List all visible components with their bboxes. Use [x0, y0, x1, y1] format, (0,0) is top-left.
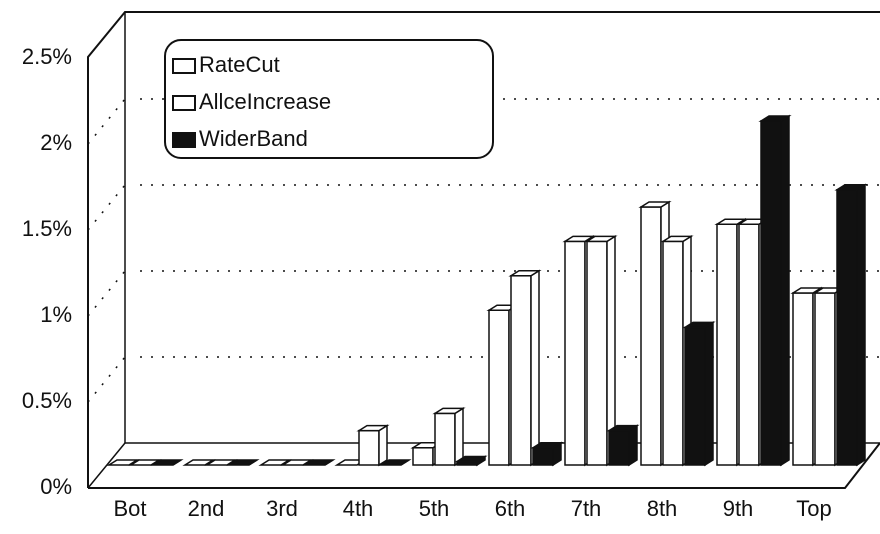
- bar-side: [378, 424, 388, 467]
- bar-top: [834, 184, 868, 191]
- bar-top: [638, 201, 672, 208]
- bar-side: [454, 407, 464, 467]
- bar-side: [780, 114, 790, 467]
- bar-front: [738, 223, 760, 466]
- bar-top: [682, 321, 716, 329]
- grid-line-side: [87, 356, 126, 403]
- bar-top: [432, 407, 466, 415]
- bar-top: [660, 235, 694, 243]
- x-tick-label: 5th: [419, 496, 450, 521]
- bar-top: [106, 459, 140, 466]
- legend-label: WiderBand: [199, 126, 308, 151]
- grid-line-side: [87, 184, 126, 231]
- bar-front: [532, 447, 554, 466]
- bar-front: [792, 292, 814, 466]
- x-tick-label: Bot: [113, 496, 146, 521]
- legend-label: RateCut: [199, 52, 280, 77]
- bar-top: [530, 442, 564, 449]
- x-tick-label: 3rd: [266, 496, 298, 521]
- y-tick-label: 1%: [40, 302, 72, 327]
- bar-front: [684, 326, 706, 466]
- bar-front: [510, 275, 532, 466]
- bar-front: [586, 240, 608, 466]
- bar-top: [356, 424, 390, 432]
- bar-top: [226, 459, 260, 466]
- bar-front: [488, 309, 510, 466]
- bar-top: [562, 235, 596, 243]
- x-tick-label: Top: [796, 496, 831, 521]
- x-tick-label: 8th: [647, 496, 678, 521]
- bar-front: [412, 447, 434, 466]
- bar-front: [836, 189, 858, 466]
- bar-top: [128, 459, 162, 466]
- legend-swatch: [172, 95, 196, 111]
- y-tick-label: 2%: [40, 130, 72, 155]
- bar-top: [758, 115, 792, 122]
- bar-front: [662, 240, 684, 466]
- grid-line-side: [87, 98, 126, 145]
- x-tick-label: 6th: [495, 496, 526, 521]
- bar-side: [628, 424, 638, 467]
- x-tick-label: 7th: [571, 496, 602, 521]
- bar-front: [434, 412, 456, 466]
- legend-box: [164, 39, 494, 159]
- bar-top: [454, 455, 488, 463]
- y-tick-label: 2.5%: [22, 44, 72, 69]
- y-tick-label: 0.5%: [22, 388, 72, 413]
- bar-side: [856, 183, 866, 467]
- bar-top: [204, 459, 238, 466]
- bar-top: [790, 287, 824, 294]
- bar-top: [280, 459, 314, 466]
- back-frame: [87, 11, 880, 488]
- bar-side: [530, 269, 540, 467]
- bar-top: [182, 459, 216, 466]
- bar-front: [814, 292, 836, 466]
- bar-front: [640, 206, 662, 466]
- bar-front: [608, 429, 630, 466]
- bar-side: [704, 321, 714, 467]
- bar-top: [302, 459, 336, 466]
- bar-top: [584, 235, 618, 243]
- floor-edge: [88, 442, 880, 489]
- bar-top: [508, 270, 542, 277]
- legend-swatch: [172, 132, 196, 148]
- bar-top: [258, 459, 292, 466]
- bar-front: [716, 223, 738, 466]
- y-tick-label: 0%: [40, 474, 72, 499]
- y-tick-label: 1.5%: [22, 216, 72, 241]
- bar-front: [358, 429, 380, 466]
- bar-top: [378, 459, 412, 466]
- bar-front: [564, 240, 586, 466]
- legend-label: AllceIncrease: [199, 89, 331, 114]
- bar-top: [150, 459, 184, 466]
- x-tick-label: 4th: [343, 496, 374, 521]
- bar-top: [714, 218, 748, 225]
- x-tick-label: 9th: [723, 496, 754, 521]
- grid-line-side: [87, 270, 126, 317]
- floor-left-edge: [87, 442, 126, 489]
- bar-top: [606, 424, 640, 432]
- legend-swatch: [172, 58, 196, 74]
- x-tick-label: 2nd: [188, 496, 225, 521]
- bar-front: [760, 120, 782, 466]
